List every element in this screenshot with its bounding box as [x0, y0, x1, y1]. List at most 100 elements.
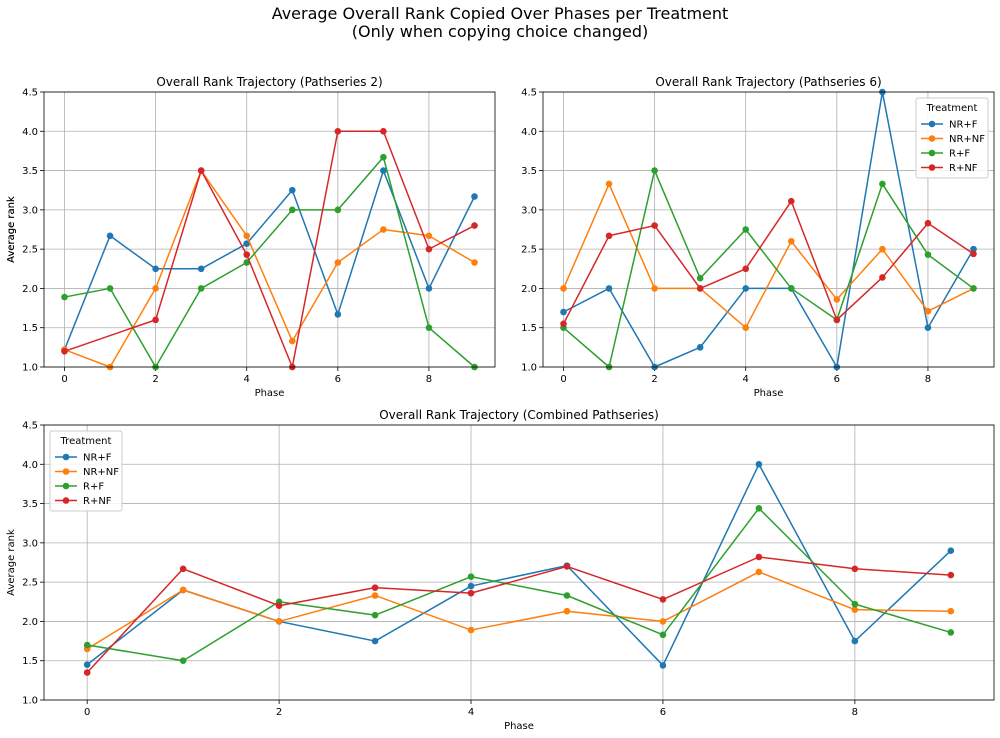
series-nr-plus-nf: [83, 568, 955, 653]
data-point-nr-plus-nf: [879, 245, 886, 253]
data-point-nr-plus-nf: [152, 285, 159, 292]
x-tick-label: 2: [276, 707, 282, 718]
data-point-nr-plus-f: [425, 285, 433, 292]
plot-frame: [43, 424, 995, 701]
data-point-r-plus-nf: [755, 553, 763, 561]
data-point-r-plus-f: [563, 592, 571, 599]
data-point-nr-plus-nf: [659, 618, 667, 625]
data-point-r-plus-nf: [371, 584, 379, 591]
series-line-nr-plus-nf: [86, 571, 951, 650]
legend-label: NR+NF: [83, 467, 119, 478]
plot-frame: [43, 91, 496, 368]
data-point-nr-plus-f: [371, 637, 379, 645]
data-point-r-plus-f: [787, 285, 795, 292]
y-tick-label: 2.0: [22, 284, 38, 295]
data-point-r-plus-nf: [651, 222, 658, 229]
series-line-nr-plus-f: [563, 91, 975, 368]
y-tick-label: 2.5: [22, 578, 38, 589]
legend-label: R+NF: [83, 496, 112, 507]
data-point-r-plus-f: [742, 226, 750, 233]
y-tick-label: 2.0: [22, 617, 38, 628]
x-tick-label: 8: [426, 374, 432, 385]
data-point-r-plus-f: [334, 206, 342, 214]
data-point-nr-plus-f: [83, 661, 91, 668]
data-point-r-plus-f: [970, 285, 977, 292]
series-line-nr-plus-nf: [562, 183, 974, 329]
data-point-nr-plus-nf: [275, 618, 283, 625]
data-point-nr-plus-f: [288, 186, 296, 194]
chart-combined-pathseries: 0 2 4 6 8 1.0 1.5 2.0 2.5 3.0 3.5 4.0 4.5 Overall Ran…: [6, 408, 995, 732]
legend-label: NR+NF: [949, 134, 985, 145]
legend-marker: [62, 453, 70, 461]
x-tick-label: 4: [468, 707, 474, 718]
y-tick-label: 3.0: [22, 538, 38, 549]
data-point-r-plus-f: [696, 274, 704, 282]
data-point-r-plus-f: [651, 167, 658, 174]
data-point-r-plus-nf: [563, 563, 571, 570]
legend-marker: [62, 497, 70, 504]
data-point-nr-plus-nf: [467, 626, 475, 634]
y-tick-label: 2.0: [521, 284, 537, 295]
legend-marker: [928, 149, 936, 157]
data-point-r-plus-nf: [879, 274, 886, 281]
data-point-r-plus-f: [106, 285, 114, 292]
data-point-nr-plus-f: [471, 193, 478, 200]
x-tick-label: 6: [335, 374, 341, 385]
y-tick-label: 4.5: [22, 421, 38, 432]
data-point-r-plus-nf: [425, 245, 433, 253]
series-line-r-plus-f: [563, 169, 974, 368]
figure-suptitle-line1: Average Overall Rank Copied Over Phases …: [272, 4, 729, 23]
legend-marker: [928, 135, 936, 142]
chart-title: Overall Rank Trajectory (Pathseries 6): [655, 75, 881, 89]
series-r-plus-nf: [83, 553, 955, 676]
data-point-r-plus-f: [879, 180, 886, 188]
x-axis-label: Phase: [754, 388, 784, 399]
legend-label: R+NF: [949, 163, 978, 174]
data-point-nr-plus-nf: [563, 607, 571, 615]
legend-marker: [62, 482, 70, 490]
y-tick-label: 3.0: [521, 205, 537, 216]
data-point-r-plus-nf: [471, 222, 478, 229]
data-point-nr-plus-f: [106, 232, 114, 240]
data-point-nr-plus-nf: [243, 232, 251, 240]
data-point-nr-plus-nf: [334, 259, 342, 266]
y-tick-label: 1.0: [22, 363, 38, 374]
series-r-plus-f: [560, 167, 977, 371]
legend-label: NR+F: [83, 453, 112, 464]
chart-pathseries-2: 0 2 4 6 8 1.0 1.5 2.0 2.5 3.0 3.5 4.0 4.5 Overall Ran…: [6, 75, 496, 399]
data-point-nr-plus-f: [243, 240, 251, 247]
legend: Treatment NR+F NR+NF R+F R+NF: [915, 97, 989, 179]
y-tick-label: 3.5: [521, 166, 537, 177]
data-point-r-plus-f: [83, 641, 91, 649]
y-tick-label: 3.5: [22, 499, 38, 510]
data-point-nr-plus-nf: [288, 337, 296, 345]
data-point-r-plus-nf: [787, 197, 795, 205]
data-point-r-plus-nf: [605, 232, 613, 240]
legend-label: NR+F: [949, 120, 978, 131]
data-point-r-plus-f: [380, 153, 387, 161]
chart-title: Overall Rank Trajectory (Pathseries 2): [156, 75, 382, 89]
data-point-r-plus-f: [467, 573, 475, 580]
data-point-r-plus-nf: [334, 127, 342, 135]
x-axis-label: Phase: [255, 388, 285, 399]
data-point-r-plus-nf: [947, 571, 955, 579]
legend-box: [915, 97, 989, 179]
data-point-r-plus-nf: [275, 602, 283, 610]
x-tick-label: 2: [651, 374, 657, 385]
y-tick-label: 3.0: [22, 205, 38, 216]
legend-marker: [62, 468, 70, 475]
data-point-nr-plus-f: [696, 344, 704, 351]
y-tick-label: 2.5: [22, 245, 38, 256]
data-point-nr-plus-f: [197, 265, 205, 273]
data-point-nr-plus-f: [605, 285, 613, 292]
y-tick-label: 1.0: [521, 363, 537, 374]
legend-label: R+F: [949, 149, 970, 160]
data-point-r-plus-f: [197, 285, 205, 292]
data-point-r-plus-nf: [197, 167, 205, 174]
data-point-nr-plus-f: [334, 311, 342, 318]
series-line-r-plus-nf: [86, 556, 951, 674]
data-point-r-plus-f: [851, 600, 859, 608]
data-point-r-plus-f: [659, 631, 667, 639]
legend-entry-nr-plus-f: NR+F: [55, 453, 112, 464]
